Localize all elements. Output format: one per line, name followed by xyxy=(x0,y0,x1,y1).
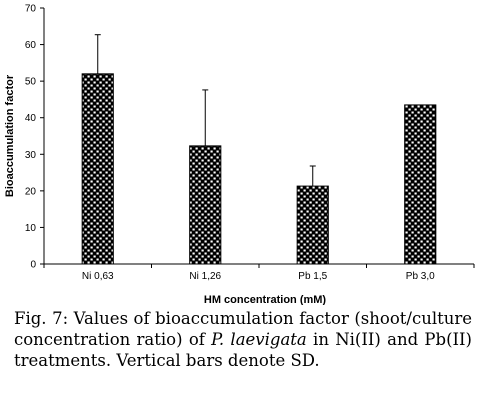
y-axis-title: Bioaccumulation factor xyxy=(4,74,16,197)
x-tick-label: Ni 1,26 xyxy=(189,271,221,282)
bar xyxy=(404,104,437,265)
x-tick-label: Pb 3,0 xyxy=(406,271,435,282)
y-tick-label: 60 xyxy=(25,40,37,51)
figure-caption: Fig. 7: Values of bioaccumulation factor… xyxy=(14,308,472,371)
caption-species: P. laevigata xyxy=(211,330,307,349)
bar xyxy=(189,145,222,265)
caption-label: Fig. xyxy=(14,309,47,328)
x-tick-label: Ni 0,63 xyxy=(82,271,114,282)
y-tick-label: 0 xyxy=(30,260,36,271)
x-axis-title: HM concentration (mM) xyxy=(204,294,327,305)
bar xyxy=(296,185,329,265)
bar-chart: 0 10 20 30 40 50 60 70 Ni 0,63 Ni 1,26 Pb 1,5 Pb 3,… xyxy=(4,4,475,305)
x-tick-label: Pb 1,5 xyxy=(298,271,327,282)
y-tick-label: 70 xyxy=(25,4,37,15)
y-tick-label: 50 xyxy=(25,77,37,88)
y-tick-label: 40 xyxy=(25,113,37,124)
caption-text-2: in Ni(II) and Pb(II) treatments. Vertica… xyxy=(14,330,472,370)
caption-number: 7: xyxy=(52,309,69,328)
bar xyxy=(81,73,114,265)
y-tick-label: 30 xyxy=(25,150,37,161)
caption-text-1: Values of bioaccumulation factor (shoot/… xyxy=(14,309,473,349)
y-tick-label: 20 xyxy=(25,186,37,197)
y-tick-label: 10 xyxy=(25,223,37,234)
